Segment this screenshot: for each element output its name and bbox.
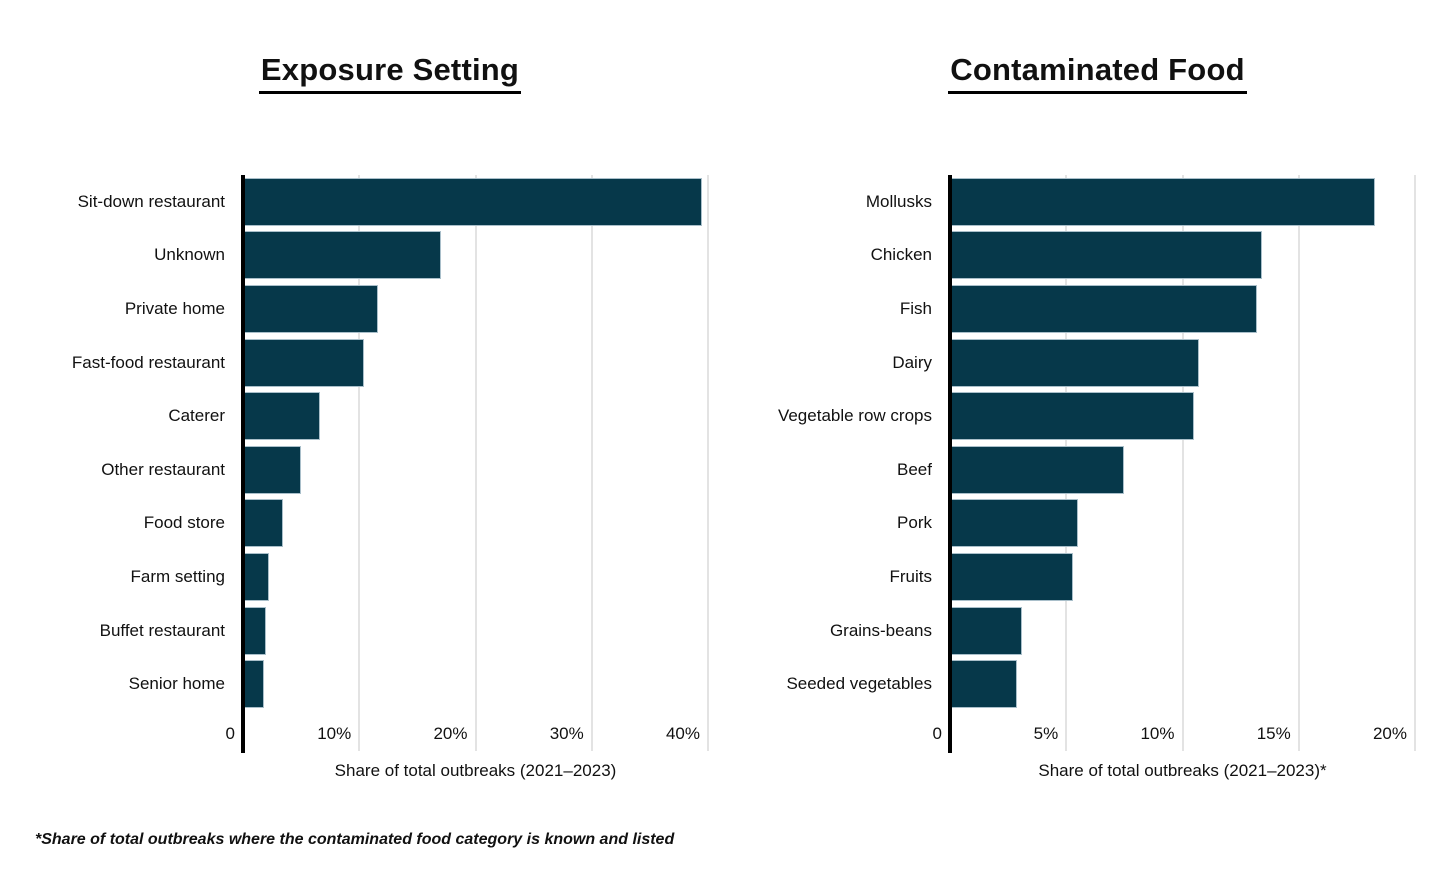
contaminated-food-y-axis-line bbox=[948, 175, 952, 753]
bar-buffet-restaurant bbox=[243, 606, 267, 655]
bar-food-store bbox=[243, 499, 283, 548]
category-label-unknown: Unknown bbox=[154, 245, 225, 265]
bar-fruits bbox=[950, 552, 1074, 601]
contaminated-food-plot-area: 0 5% 10% 15% 20% Share of total outbreaks (2… bbox=[933, 175, 1450, 787]
category-label-senior-home: Senior home bbox=[128, 674, 225, 694]
bar-row-chicken bbox=[950, 229, 1450, 283]
exposure-setting-x-axis-label: Share of total outbreaks (2021–2023) bbox=[334, 761, 617, 780]
bar-row-vegetable-row-crops bbox=[950, 389, 1450, 443]
bar-other-restaurant bbox=[243, 445, 302, 494]
bar-row-farm-setting bbox=[243, 550, 745, 604]
bar-beef bbox=[950, 445, 1125, 494]
contaminated-food-x-axis-label: Share of total outbreaks (2021–2023)* bbox=[1038, 761, 1327, 780]
bar-chicken bbox=[950, 231, 1262, 280]
contaminated-food-body: Mollusks Chicken Fish Dairy Vegetable row cr… bbox=[745, 175, 1450, 787]
exposure-setting-chart: Exposure Setting Sit-down restaurant Unkn… bbox=[35, 52, 745, 787]
category-label-fruits: Fruits bbox=[889, 566, 933, 586]
x-tick-0: 0 bbox=[932, 724, 942, 743]
bar-row-senior-home bbox=[243, 657, 745, 711]
bar-pork bbox=[950, 499, 1078, 548]
bar-sit-down-restaurant bbox=[243, 177, 703, 226]
x-tick-20: 20% bbox=[1372, 724, 1407, 743]
bar-row-seeded-vegetables bbox=[950, 657, 1450, 711]
category-label-food-store: Food store bbox=[143, 513, 225, 533]
bar-row-other-restaurant bbox=[243, 443, 745, 497]
category-label-caterer: Caterer bbox=[168, 406, 225, 426]
x-tick-5: 5% bbox=[1033, 724, 1059, 743]
x-tick-0: 0 bbox=[225, 724, 235, 743]
bar-farm-setting bbox=[243, 552, 269, 601]
category-label-beef: Beef bbox=[897, 459, 932, 479]
bar-row-beef bbox=[950, 443, 1450, 497]
category-label-other-restaurant: Other restaurant bbox=[101, 459, 225, 479]
charts-row: Exposure Setting Sit-down restaurant Unkn… bbox=[35, 52, 1450, 787]
exposure-setting-x-tick-labels: 0 10% 20% 30% 40% bbox=[226, 724, 745, 750]
bar-row-mollusks bbox=[950, 175, 1450, 229]
category-label-grains-beans: Grains-beans bbox=[829, 620, 932, 640]
category-label-pork: Pork bbox=[897, 513, 932, 533]
x-tick-15: 15% bbox=[1256, 724, 1291, 743]
category-label-sit-down-restaurant: Sit-down restaurant bbox=[77, 191, 225, 211]
bar-fish bbox=[950, 284, 1257, 333]
bar-row-caterer bbox=[243, 389, 745, 443]
bar-senior-home bbox=[243, 660, 264, 709]
bar-row-fish bbox=[950, 282, 1450, 336]
bar-row-dairy bbox=[950, 336, 1450, 390]
bar-grains-beans bbox=[950, 606, 1023, 655]
bar-caterer bbox=[243, 392, 320, 441]
bar-row-fast-food-restaurant bbox=[243, 336, 745, 390]
bar-row-pork bbox=[950, 497, 1450, 551]
bar-row-fruits bbox=[950, 550, 1450, 604]
bar-seeded-vegetables bbox=[950, 660, 1018, 709]
bar-row-unknown bbox=[243, 229, 745, 283]
category-label-farm-setting: Farm setting bbox=[130, 566, 225, 586]
contaminated-food-title: Contaminated Food bbox=[745, 52, 1450, 98]
x-tick-10: 10% bbox=[317, 724, 352, 743]
category-label-seeded-vegetables: Seeded vegetables bbox=[786, 674, 932, 694]
category-label-buffet-restaurant: Buffet restaurant bbox=[99, 620, 225, 640]
exposure-setting-body: Sit-down restaurant Unknown Private home Fa… bbox=[35, 175, 745, 787]
bar-fast-food-restaurant bbox=[243, 338, 364, 387]
contaminated-food-category-labels: Mollusks Chicken Fish Dairy Vegetable row cr… bbox=[745, 175, 950, 787]
bar-row-sit-down-restaurant bbox=[243, 175, 745, 229]
footnote: *Share of total outbreaks where the cont… bbox=[35, 831, 675, 848]
bar-vegetable-row-crops bbox=[950, 392, 1195, 441]
exposure-setting-plot-area: 0 10% 20% 30% 40% Share of total outbreaks (… bbox=[226, 175, 745, 787]
exposure-setting-y-axis-line bbox=[241, 175, 245, 753]
exposure-setting-title: Exposure Setting bbox=[35, 52, 745, 98]
bar-row-buffet-restaurant bbox=[243, 604, 745, 658]
bar-mollusks bbox=[950, 177, 1376, 226]
bar-dairy bbox=[950, 338, 1199, 387]
bar-row-grains-beans bbox=[950, 604, 1450, 658]
contaminated-food-title-text: Contaminated Food bbox=[948, 52, 1247, 94]
bar-unknown bbox=[243, 231, 441, 280]
exposure-setting-title-text: Exposure Setting bbox=[258, 52, 522, 94]
contaminated-food-chart: Contaminated Food Mollusks Chicken Fish Dai… bbox=[745, 52, 1450, 787]
exposure-setting-bars bbox=[243, 175, 745, 711]
x-tick-40: 40% bbox=[665, 724, 700, 743]
contaminated-food-x-tick-labels: 0 5% 10% 15% 20% bbox=[933, 724, 1450, 750]
category-label-dairy: Dairy bbox=[892, 352, 932, 372]
x-tick-20: 20% bbox=[433, 724, 468, 743]
category-label-chicken: Chicken bbox=[870, 245, 932, 265]
contaminated-food-bars bbox=[950, 175, 1450, 711]
category-label-fast-food-restaurant: Fast-food restaurant bbox=[71, 352, 225, 372]
bar-row-private-home bbox=[243, 282, 745, 336]
x-tick-10: 10% bbox=[1140, 724, 1175, 743]
category-label-fish: Fish bbox=[899, 298, 932, 318]
x-tick-30: 30% bbox=[549, 724, 584, 743]
category-label-mollusks: Mollusks bbox=[865, 191, 932, 211]
category-label-vegetable-row-crops: Vegetable row crops bbox=[777, 406, 932, 426]
bar-row-food-store bbox=[243, 497, 745, 551]
exposure-setting-category-labels: Sit-down restaurant Unknown Private home Fa… bbox=[35, 175, 243, 787]
category-label-private-home: Private home bbox=[124, 298, 225, 318]
bar-private-home bbox=[243, 284, 378, 333]
